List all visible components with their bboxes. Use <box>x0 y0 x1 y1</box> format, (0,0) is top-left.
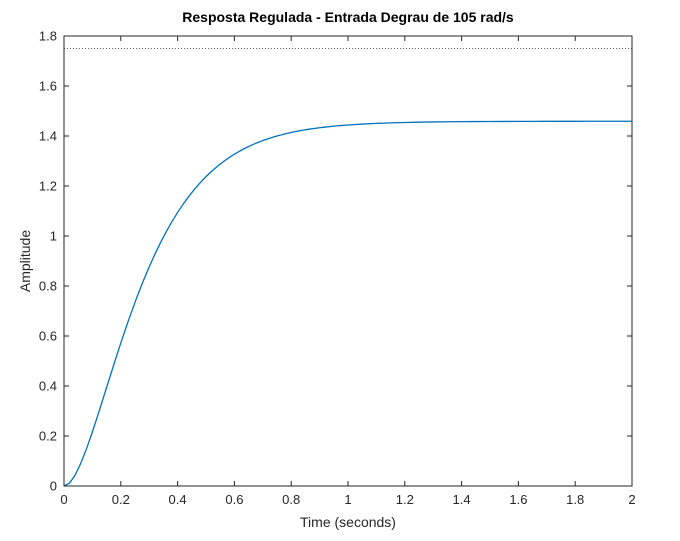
y-tick-label: 1.4 <box>39 129 57 144</box>
plot-area <box>64 36 632 486</box>
x-tick-label: 0.6 <box>225 492 243 507</box>
y-tick-label: 0.2 <box>39 429 57 444</box>
x-tick-label: 1.2 <box>396 492 414 507</box>
y-tick-label: 0 <box>50 479 57 494</box>
y-ticks: 0 0.2 0.4 0.6 0.8 1 1.2 1.4 1.6 1.8 <box>39 29 632 494</box>
x-tick-label: 1.8 <box>566 492 584 507</box>
x-ticks: 0 0.2 0.4 0.6 0.8 1 1.2 1.4 1.6 1.8 2 <box>60 36 636 507</box>
y-tick-label: 1.2 <box>39 179 57 194</box>
y-axis-title: Amplitude <box>17 230 33 292</box>
x-tick-label: 1.6 <box>509 492 527 507</box>
y-tick-label: 0.4 <box>39 379 57 394</box>
y-tick-label: 1.6 <box>39 79 57 94</box>
x-tick-label: 0 <box>60 492 67 507</box>
step-response-line-0 <box>63 120 632 487</box>
x-tick-label: 0.4 <box>169 492 187 507</box>
chart-title: Resposta Regulada - Entrada Degrau de 10… <box>182 9 514 25</box>
y-tick-label: 1.8 <box>39 29 57 44</box>
y-tick-label: 0.6 <box>39 329 57 344</box>
series-layer <box>63 120 632 487</box>
x-tick-label: 2 <box>628 492 635 507</box>
x-tick-label: 1 <box>344 492 351 507</box>
x-tick-label: 0.8 <box>282 492 300 507</box>
y-tick-label: 1 <box>50 229 57 244</box>
x-axis-title: Time (seconds) <box>300 514 396 530</box>
y-tick-label: 0.8 <box>39 279 57 294</box>
x-tick-label: 1.4 <box>453 492 471 507</box>
x-tick-label: 0.2 <box>112 492 130 507</box>
